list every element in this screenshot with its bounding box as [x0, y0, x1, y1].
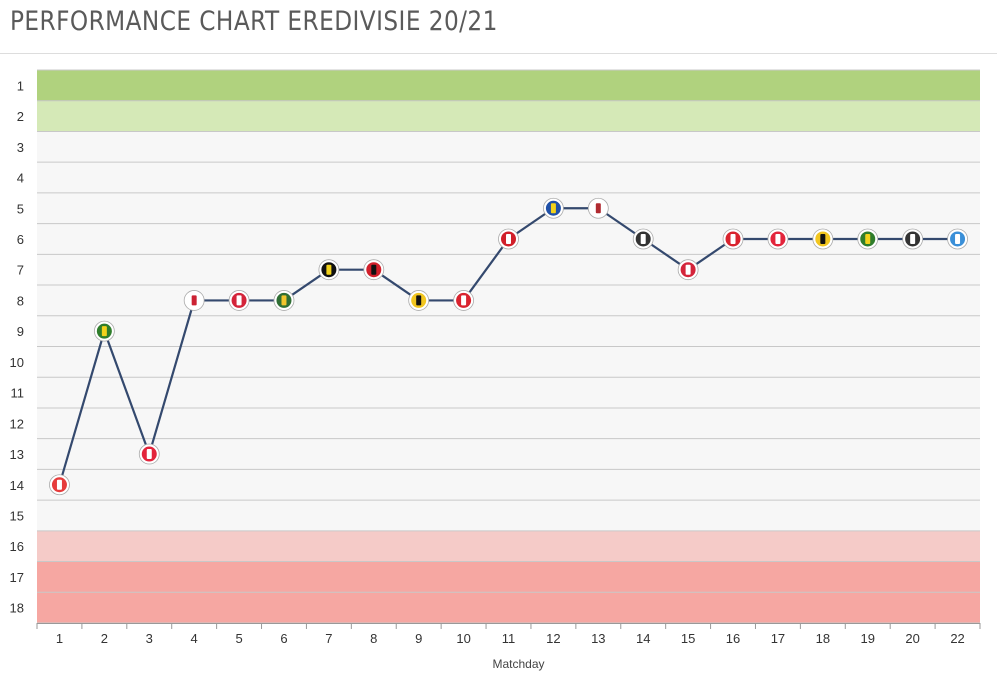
team-badge-icon-md1	[49, 474, 70, 496]
x-tick-label-22: 22	[950, 631, 964, 646]
band-4	[37, 530, 980, 562]
badge-stripe	[506, 233, 511, 244]
team-badge-icon-md18	[812, 228, 834, 250]
badge-stripe	[910, 233, 916, 244]
x-tick-label-18: 18	[816, 631, 830, 646]
team-badge-icon-md7	[318, 259, 340, 281]
team-badge-icon-md20	[902, 228, 924, 250]
badge-stripe	[865, 233, 871, 244]
team-badge-icon-md17	[767, 228, 789, 250]
y-tick-label-8: 8	[17, 293, 24, 308]
position-bands	[37, 70, 980, 623]
y-tick-label-14: 14	[10, 478, 24, 493]
y-tick-label-9: 9	[17, 324, 24, 339]
badge-stripe	[326, 264, 332, 275]
x-tick-label-19: 19	[861, 631, 875, 646]
x-axis-label: Matchday	[492, 657, 544, 671]
team-badge-icon-md22	[947, 228, 968, 250]
chart-title: PERFORMANCE CHART EREDIVISIE 20/21	[10, 6, 498, 37]
team-badge-icon-md3	[138, 443, 160, 465]
y-tick-label-5: 5	[17, 201, 24, 216]
x-tick-label-12: 12	[546, 631, 560, 646]
band-1	[37, 70, 980, 101]
band-2	[37, 100, 980, 132]
badge-stripe	[461, 295, 467, 306]
x-tick-label-10: 10	[456, 631, 470, 646]
badge-stripe	[146, 449, 152, 460]
y-tick-label-1: 1	[17, 78, 24, 93]
x-tick-label-5: 5	[235, 631, 242, 646]
badge-stripe	[101, 326, 107, 337]
team-badge-icon-md11	[498, 228, 519, 250]
badge-stripe	[550, 203, 556, 214]
y-tick-label-12: 12	[10, 416, 24, 431]
x-tick-label-2: 2	[101, 631, 108, 646]
x-tick-label-7: 7	[325, 631, 332, 646]
team-badge-icon-md13	[587, 197, 609, 219]
team-badge-icon-md15	[677, 259, 699, 281]
team-badge-icon-md4	[183, 290, 205, 311]
badge-stripe	[416, 295, 422, 306]
x-tick-label-13: 13	[591, 631, 605, 646]
y-tick-label-18: 18	[10, 601, 24, 616]
badge-stripe	[236, 295, 242, 306]
badge-stripe	[191, 295, 197, 306]
badge-stripe	[371, 264, 377, 275]
y-tick-label-4: 4	[17, 171, 24, 186]
y-tick-label-15: 15	[10, 508, 24, 523]
y-tick-label-11: 11	[11, 386, 25, 401]
y-tick-label-16: 16	[10, 539, 24, 554]
team-badge-icon-md16	[722, 228, 744, 250]
badge-stripe	[955, 233, 961, 244]
y-tick-label-2: 2	[17, 109, 24, 124]
badge-stripe	[56, 479, 62, 490]
team-badge-icon-md10	[453, 290, 474, 311]
x-tick-label-20: 20	[905, 631, 919, 646]
x-tick-label-17: 17	[771, 631, 785, 646]
badge-stripe	[281, 295, 287, 306]
team-badge-icon-md12	[543, 197, 564, 219]
y-tick-label-3: 3	[17, 140, 24, 155]
title-divider	[0, 53, 997, 54]
x-tick-label-1: 1	[56, 631, 63, 646]
y-tick-label-13: 13	[10, 447, 24, 462]
team-badge-icon-md6	[273, 290, 295, 311]
x-tick-label-11: 11	[502, 631, 516, 646]
team-badge-icon-md14	[632, 228, 654, 250]
x-tick-label-9: 9	[415, 631, 422, 646]
team-badge-icon-md2	[93, 320, 115, 342]
y-tick-label-6: 6	[17, 232, 24, 247]
y-tick-label-10: 10	[10, 355, 24, 370]
band-3	[37, 131, 980, 531]
team-badge-icon-md8	[363, 259, 385, 281]
x-axis: 1 2 3 4 5 6 7 8 9 10 11 12 13 14 15 16 17 18 19 20 22	[36, 623, 981, 646]
x-tick-label-4: 4	[191, 631, 198, 646]
y-tick-label-7: 7	[17, 263, 24, 278]
team-markers	[49, 197, 968, 496]
x-tick-label-16: 16	[726, 631, 740, 646]
x-tick-label-14: 14	[636, 631, 650, 646]
team-badge-icon-md19	[857, 228, 879, 250]
badge-stripe	[730, 233, 736, 244]
x-tick-label-15: 15	[681, 631, 695, 646]
badge-stripe	[820, 233, 826, 244]
x-tick-label-8: 8	[370, 631, 377, 646]
team-badge-icon-md9	[408, 290, 430, 311]
x-tick-label-6: 6	[280, 631, 287, 646]
y-tick-label-17: 17	[10, 570, 24, 585]
badge-stripe	[595, 203, 601, 214]
badge-stripe	[775, 233, 781, 244]
x-tick-label-3: 3	[146, 631, 153, 646]
badge-stripe	[685, 264, 691, 275]
badge-stripe	[640, 233, 646, 244]
team-badge-icon-md5	[228, 290, 250, 311]
grid-lines	[37, 69, 980, 624]
